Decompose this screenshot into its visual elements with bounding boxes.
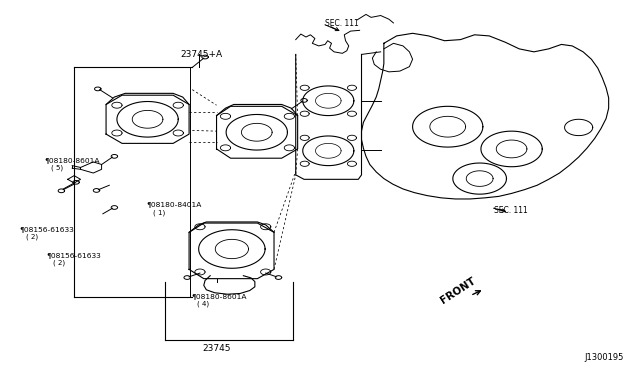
Text: 23745+A: 23745+A — [180, 50, 223, 59]
Text: ¶08180-8601A: ¶08180-8601A — [44, 157, 100, 163]
Text: ( 5): ( 5) — [51, 165, 63, 171]
Text: J1300195: J1300195 — [584, 353, 623, 362]
Text: ( 4): ( 4) — [197, 301, 209, 307]
Text: ¶08156-61633: ¶08156-61633 — [47, 252, 101, 258]
Text: ¶08180-8401A: ¶08180-8401A — [147, 202, 202, 208]
Text: ( 2): ( 2) — [26, 234, 38, 240]
Text: ( 2): ( 2) — [53, 260, 65, 266]
Text: 23745: 23745 — [202, 344, 231, 353]
Text: ¶08156-61633: ¶08156-61633 — [20, 226, 75, 232]
Text: ( 1): ( 1) — [153, 209, 165, 216]
Text: SEC. 111: SEC. 111 — [493, 206, 527, 215]
Text: SEC. 111: SEC. 111 — [325, 19, 359, 28]
Text: ¶08180-8601A: ¶08180-8601A — [191, 293, 246, 299]
Text: FRONT: FRONT — [439, 275, 478, 305]
